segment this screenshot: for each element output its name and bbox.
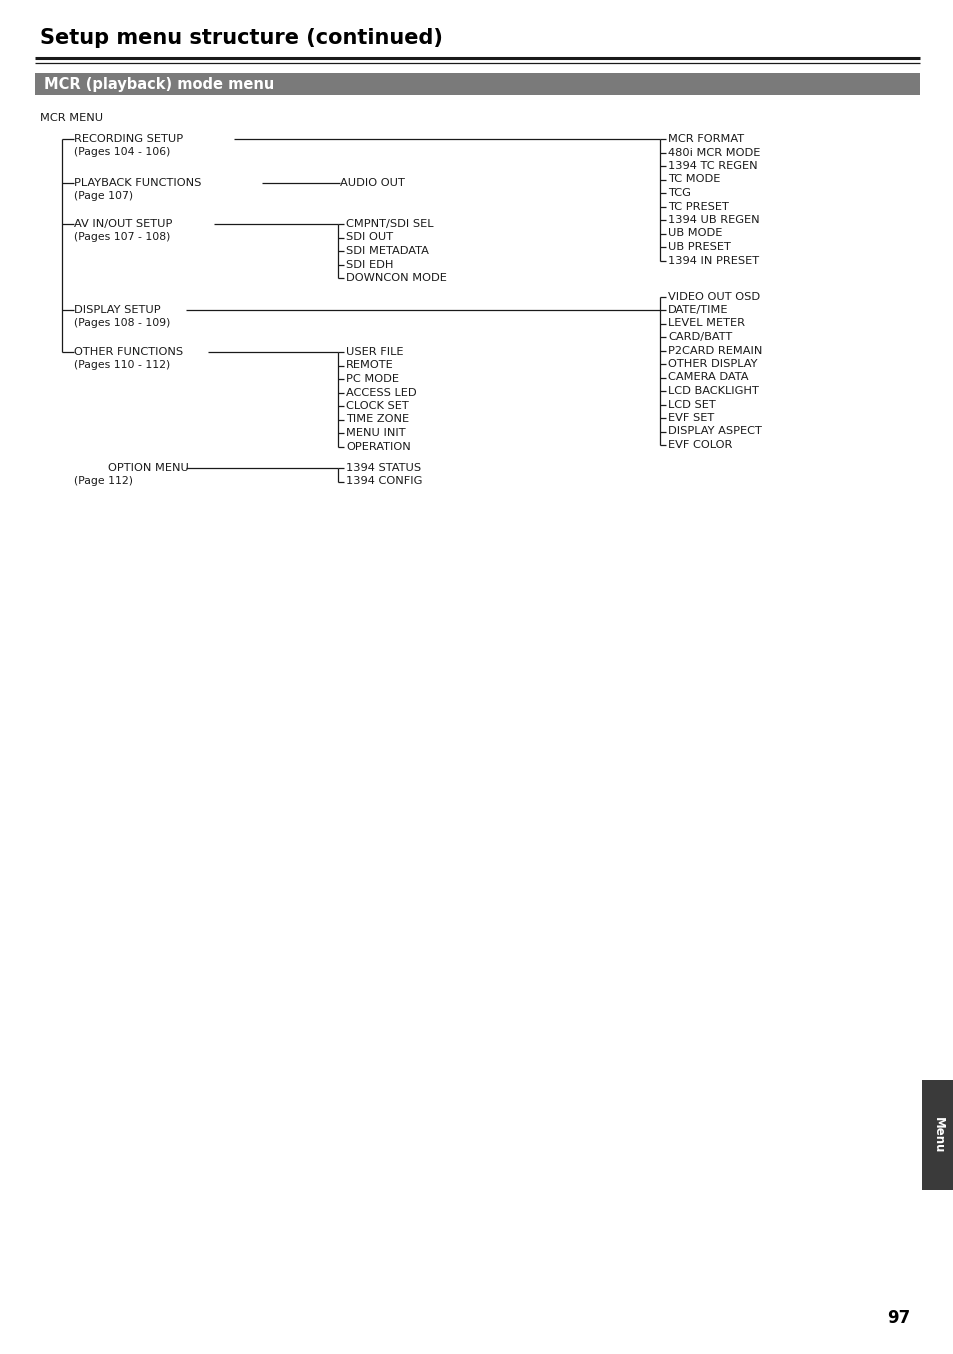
- Text: Menu: Menu: [930, 1117, 943, 1154]
- Text: SDI OUT: SDI OUT: [346, 233, 393, 242]
- Text: Setup menu structure (continued): Setup menu structure (continued): [40, 28, 442, 47]
- Text: AUDIO OUT: AUDIO OUT: [339, 177, 404, 188]
- Text: CLOCK SET: CLOCK SET: [346, 401, 408, 412]
- Text: (Page 107): (Page 107): [74, 191, 133, 200]
- Text: MCR (playback) mode menu: MCR (playback) mode menu: [44, 76, 274, 92]
- Text: OPTION MENU: OPTION MENU: [108, 463, 189, 473]
- Text: EVF SET: EVF SET: [667, 413, 714, 422]
- Text: 1394 UB REGEN: 1394 UB REGEN: [667, 215, 759, 225]
- Text: 97: 97: [886, 1309, 909, 1327]
- Text: CMPNT/SDI SEL: CMPNT/SDI SEL: [346, 219, 433, 229]
- Text: UB PRESET: UB PRESET: [667, 242, 730, 252]
- Text: 480i MCR MODE: 480i MCR MODE: [667, 148, 760, 157]
- Text: DOWNCON MODE: DOWNCON MODE: [346, 274, 446, 283]
- Text: OTHER DISPLAY: OTHER DISPLAY: [667, 359, 757, 370]
- Text: 1394 CONFIG: 1394 CONFIG: [346, 477, 422, 486]
- Text: LEVEL METER: LEVEL METER: [667, 318, 744, 329]
- Text: UB MODE: UB MODE: [667, 229, 721, 238]
- Text: MCR MENU: MCR MENU: [40, 112, 103, 123]
- Text: DISPLAY SETUP: DISPLAY SETUP: [74, 305, 160, 315]
- Text: TC PRESET: TC PRESET: [667, 202, 728, 211]
- Text: AV IN/OUT SETUP: AV IN/OUT SETUP: [74, 219, 172, 229]
- Text: REMOTE: REMOTE: [346, 360, 394, 371]
- Text: (Pages 108 - 109): (Pages 108 - 109): [74, 318, 171, 328]
- Text: OPERATION: OPERATION: [346, 441, 411, 451]
- Text: SDI METADATA: SDI METADATA: [346, 246, 429, 256]
- Text: ACCESS LED: ACCESS LED: [346, 387, 416, 398]
- Text: MENU INIT: MENU INIT: [346, 428, 405, 437]
- Text: LCD SET: LCD SET: [667, 399, 715, 409]
- Text: EVF COLOR: EVF COLOR: [667, 440, 732, 450]
- Text: USER FILE: USER FILE: [346, 347, 403, 357]
- Text: SDI EDH: SDI EDH: [346, 260, 393, 269]
- Text: LCD BACKLIGHT: LCD BACKLIGHT: [667, 386, 758, 395]
- Text: OTHER FUNCTIONS: OTHER FUNCTIONS: [74, 347, 183, 357]
- Text: 1394 STATUS: 1394 STATUS: [346, 463, 420, 473]
- Text: CARD/BATT: CARD/BATT: [667, 332, 732, 343]
- Text: TIME ZONE: TIME ZONE: [346, 414, 409, 425]
- Text: CAMERA DATA: CAMERA DATA: [667, 372, 748, 382]
- Text: (Page 112): (Page 112): [74, 477, 132, 486]
- Text: PC MODE: PC MODE: [346, 374, 398, 385]
- Text: (Pages 104 - 106): (Pages 104 - 106): [74, 148, 171, 157]
- Text: VIDEO OUT OSD: VIDEO OUT OSD: [667, 291, 760, 302]
- Text: 1394 IN PRESET: 1394 IN PRESET: [667, 256, 759, 265]
- Text: 1394 TC REGEN: 1394 TC REGEN: [667, 161, 757, 171]
- Text: (Pages 110 - 112): (Pages 110 - 112): [74, 360, 170, 370]
- Text: RECORDING SETUP: RECORDING SETUP: [74, 134, 183, 144]
- Bar: [35, 73, 919, 95]
- Text: TC MODE: TC MODE: [667, 175, 720, 184]
- Text: PLAYBACK FUNCTIONS: PLAYBACK FUNCTIONS: [74, 177, 201, 188]
- Text: (Pages 107 - 108): (Pages 107 - 108): [74, 232, 171, 242]
- Text: MCR FORMAT: MCR FORMAT: [667, 134, 743, 144]
- Text: TCG: TCG: [667, 188, 690, 198]
- Text: DATE/TIME: DATE/TIME: [667, 305, 728, 315]
- Text: DISPLAY ASPECT: DISPLAY ASPECT: [667, 427, 761, 436]
- Text: P2CARD REMAIN: P2CARD REMAIN: [667, 345, 761, 356]
- Bar: [921, 1080, 953, 1190]
